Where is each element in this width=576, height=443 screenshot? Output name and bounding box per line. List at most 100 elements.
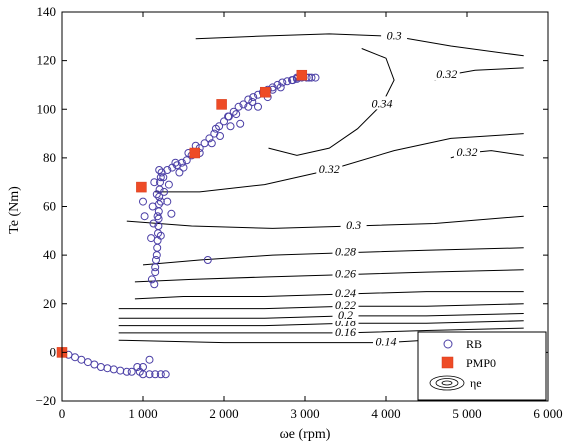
rb-point (205, 134, 214, 143)
rb-point (152, 256, 160, 264)
rb-point (156, 231, 165, 240)
rb-point (122, 367, 131, 376)
rb-point (156, 370, 165, 379)
legend: RB PMP0 ηe (417, 331, 547, 401)
rb-point (216, 132, 224, 140)
x-tick-label: 0 (59, 406, 66, 421)
contour-label: 0.32 (457, 145, 478, 159)
rb-point (147, 275, 156, 284)
x-tick-label: 4 000 (371, 406, 400, 421)
rb-point (207, 139, 216, 148)
contour-label: 0.2 (338, 308, 353, 322)
rb-point (229, 107, 238, 116)
rb-point (288, 76, 297, 85)
contour-label: 0.32 (436, 67, 457, 81)
rb-point (116, 366, 125, 375)
contour-line (118, 327, 524, 334)
rb-point (152, 190, 161, 199)
contour-label: 0.28 (335, 245, 356, 259)
rb-point (164, 180, 173, 189)
contour-line (134, 269, 524, 283)
rb-point (254, 102, 262, 111)
rb-point (90, 360, 99, 369)
rb-point (203, 256, 212, 264)
contour-label-bg (368, 96, 395, 110)
legend-rb-marker (443, 339, 453, 349)
pmp0-point (136, 181, 147, 193)
contour-line (118, 313, 524, 319)
rb-point (248, 98, 257, 106)
contour-label-bg (332, 266, 359, 280)
rb-point (175, 168, 184, 177)
rb-point (171, 158, 180, 167)
x-tick-label: 2 000 (209, 406, 238, 421)
rb-point (224, 112, 233, 121)
contour-label-bg (433, 67, 460, 81)
rb-point (160, 187, 169, 196)
rb-point (153, 212, 162, 221)
x-tick-label: 1 000 (128, 406, 157, 421)
contour-line (268, 48, 395, 156)
rb-point (148, 202, 157, 211)
rb-point (150, 280, 159, 289)
y-axis-label: Te (Nm) (7, 186, 22, 234)
rb-point (152, 251, 161, 260)
rb-point (127, 367, 136, 376)
contour-line (118, 320, 524, 327)
contour-line (142, 247, 524, 266)
rb-point (182, 156, 191, 165)
rb-point (239, 100, 248, 109)
legend-box (417, 331, 547, 401)
pmp0-point (189, 147, 201, 159)
y-tick-label: 100 (37, 101, 57, 116)
rb-point (159, 173, 168, 182)
x-tick-label: 5 000 (452, 406, 481, 421)
rb-point (276, 83, 285, 92)
contour-label: 0.34 (371, 96, 392, 110)
points-layer (56, 69, 320, 379)
contour-label-bg (332, 286, 359, 300)
rb-point (151, 370, 160, 379)
contour-label-bg (316, 162, 343, 176)
rb-point (278, 78, 287, 87)
rb-point (163, 166, 172, 174)
rb-point (283, 77, 292, 86)
legend-contour-icon (429, 375, 465, 391)
legend-pmp-marker (441, 356, 454, 369)
rb-point (307, 73, 316, 82)
x-tick-label: 3 000 (290, 406, 319, 421)
rb-point (167, 209, 176, 218)
rb-point (232, 110, 241, 119)
y-tick-label: 40 (43, 247, 56, 262)
pmp0-point (260, 86, 271, 98)
y-tick-label: 120 (37, 53, 57, 68)
rb-point (244, 102, 253, 111)
rb-point (211, 124, 220, 133)
rb-point (151, 263, 160, 272)
rb-point (150, 178, 159, 187)
rb-point (103, 364, 112, 373)
x-tick-label: 6 000 (533, 406, 562, 421)
pmp0-point (216, 99, 227, 110)
contour-label: 0.3 (387, 28, 402, 42)
y-tick-label: 80 (43, 150, 56, 165)
rb-point (149, 219, 158, 228)
contour-label: 0.26 (335, 267, 356, 281)
rb-point (220, 117, 228, 126)
contour-line (118, 303, 524, 310)
contour-label: 0.14 (376, 335, 397, 349)
rb-point (133, 363, 142, 371)
rb-point (83, 358, 92, 367)
legend-rb-label: RB (466, 337, 482, 351)
contour-line (126, 215, 524, 229)
contour-label: 0.3 (346, 218, 361, 232)
rb-point (234, 102, 243, 111)
contour-label-bg (340, 217, 367, 231)
contour-line (195, 33, 524, 57)
contour-label-bg (332, 298, 359, 312)
rb-point (140, 212, 149, 221)
rb-point (156, 173, 165, 182)
y-tick-label: 140 (37, 4, 57, 19)
contour-label-bg (381, 28, 408, 42)
